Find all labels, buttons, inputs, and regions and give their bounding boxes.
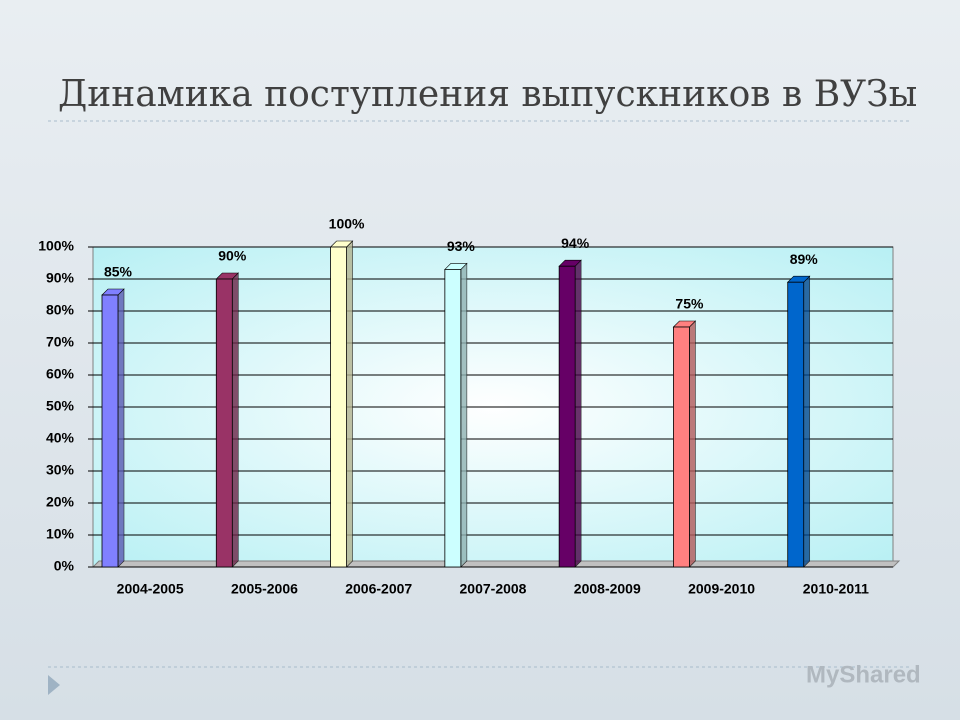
bar-side (460, 262, 468, 568)
x-tick-label: 2004-2005 (117, 581, 184, 597)
x-tick-label: 2009-2010 (688, 581, 755, 597)
bar-side (117, 288, 125, 568)
y-tick-label: 0% (54, 558, 75, 574)
slide-title: Динамика поступления выпускников в ВУЗы (58, 74, 917, 115)
y-tick-label: 90% (46, 270, 75, 286)
value-label: 93% (447, 238, 476, 254)
y-tick-label: 80% (46, 302, 75, 318)
y-tick-label: 40% (46, 430, 75, 446)
bar (215, 278, 233, 568)
x-tick-label: 2006-2007 (345, 581, 412, 597)
bar-side (231, 272, 239, 568)
bar-side (574, 259, 582, 568)
value-label: 75% (675, 296, 704, 312)
bar (673, 326, 690, 568)
value-label: 85% (104, 264, 133, 280)
bar (558, 265, 576, 568)
watermark: MyShared (806, 661, 921, 688)
floor (91, 560, 901, 568)
x-tick-label: 2008-2009 (574, 581, 641, 597)
value-label: 94% (561, 235, 590, 251)
bar (330, 246, 347, 568)
x-tick-label: 2005-2006 (231, 581, 298, 597)
y-tick-label: 50% (46, 398, 75, 414)
bar-side (689, 320, 696, 568)
bullet (48, 675, 60, 695)
y-tick-label: 60% (46, 366, 75, 382)
value-label: 100% (329, 216, 365, 232)
y-tick-label: 10% (46, 526, 75, 542)
bar-side (346, 240, 353, 568)
y-tick-label: 70% (46, 334, 75, 350)
value-label: 90% (218, 248, 247, 264)
bar (444, 268, 462, 568)
chart: 0% 10% 20% 30% 40% 50% 60% 70% 80% 90% 100% 2004-20… (38, 216, 901, 597)
bar (787, 281, 805, 568)
y-tick-label: 30% (46, 462, 75, 478)
x-tick-label: 2007-2008 (460, 581, 527, 597)
y-tick-label: 20% (46, 494, 75, 510)
bar-side (803, 275, 811, 568)
y-tick-label: 100% (38, 238, 74, 254)
x-tick-label: 2010-2011 (803, 581, 869, 597)
value-label: 89% (790, 251, 819, 267)
bar (101, 294, 119, 568)
